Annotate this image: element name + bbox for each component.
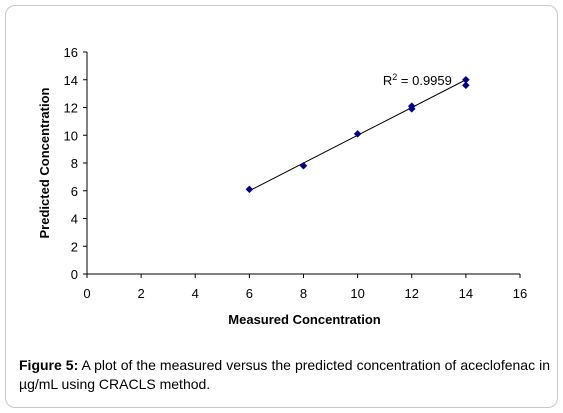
x-tick-label: 10 [350, 286, 364, 301]
caption-text: A plot of the measured versus the predic… [19, 357, 550, 392]
data-point [462, 81, 470, 90]
y-tick-label: 14 [64, 73, 78, 88]
r2-label: R [383, 73, 392, 88]
data-points [245, 75, 470, 194]
y-tick-label: 2 [71, 239, 78, 254]
y-tick-label: 6 [71, 184, 78, 199]
y-tick-label: 16 [64, 45, 78, 60]
y-tick-label: 0 [71, 267, 78, 282]
x-tick-label: 6 [246, 286, 253, 301]
x-tick-label: 16 [513, 286, 527, 301]
x-tick-label: 0 [83, 286, 90, 301]
x-tick-label: 2 [138, 286, 145, 301]
data-point [353, 130, 362, 138]
y-tick-label: 4 [71, 212, 78, 227]
x-tick-label: 14 [459, 286, 473, 301]
figure-label: Figure 5: [19, 357, 79, 373]
figure-frame [5, 5, 558, 408]
data-point [299, 161, 308, 170]
y-tick-label: 12 [64, 101, 78, 116]
y-tick-label: 8 [71, 156, 78, 171]
x-tick-label: 12 [405, 286, 419, 301]
x-tick-label: 4 [192, 286, 199, 301]
y-tick-label: 10 [64, 128, 78, 143]
r2-value: = 0.9959 [397, 73, 452, 88]
y-axis-ticks: 0 2 4 6 8 10 12 14 16 [64, 45, 87, 282]
x-axis-label: Measured Concentration [228, 312, 380, 327]
y-axis-label: Predicted Concentration [37, 87, 52, 238]
figure-caption: Figure 5: A plot of the measured versus … [19, 356, 550, 394]
data-point [407, 105, 416, 113]
r-squared-annotation: R2 = 0.9959 [383, 72, 452, 88]
data-point [245, 185, 254, 194]
x-axis-ticks: 0 2 4 6 8 10 12 14 16 [83, 274, 527, 301]
x-tick-label: 8 [300, 286, 307, 301]
r2-superscript: 2 [392, 72, 397, 82]
